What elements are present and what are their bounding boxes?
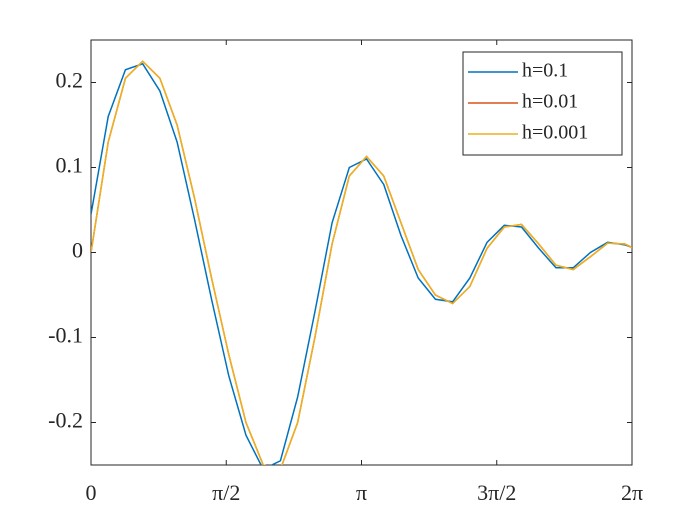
y-tick-label: 0 [72, 238, 83, 263]
legend-box [462, 51, 623, 156]
x-tick-label: π [356, 480, 367, 505]
legend: h=0.1 h=0.01 h=0.001 [462, 51, 623, 156]
y-tick-label: 0.2 [56, 68, 84, 93]
legend-label: h=0.001 [522, 122, 588, 144]
legend-label: h=0.1 [522, 60, 568, 82]
x-tick-label: π/2 [212, 480, 240, 505]
y-tick-label: -0.1 [48, 323, 83, 348]
x-tick-label: 2π [621, 480, 643, 505]
y-tick-label: -0.2 [48, 408, 83, 433]
series-line [91, 60, 632, 465]
plot-lines [91, 60, 632, 465]
x-tick-label: 3π/2 [477, 480, 516, 505]
y-tick-label: 0.1 [56, 153, 84, 178]
legend-label: h=0.01 [522, 91, 578, 113]
series-line [91, 62, 632, 465]
x-tick-label: 0 [86, 480, 97, 505]
